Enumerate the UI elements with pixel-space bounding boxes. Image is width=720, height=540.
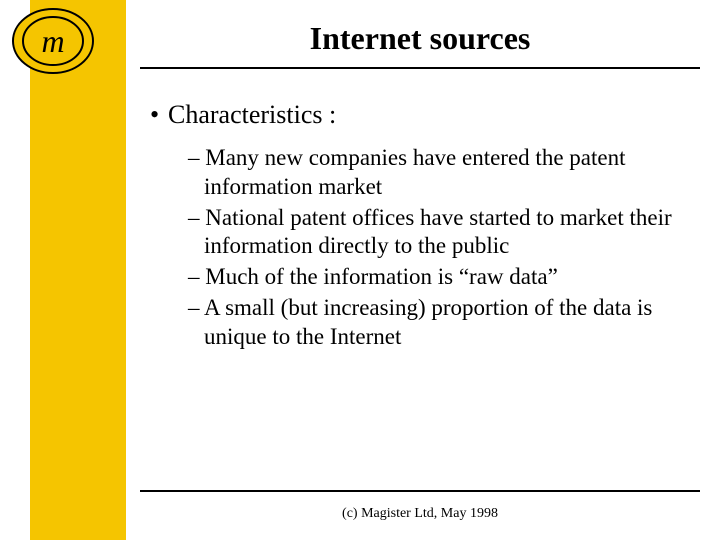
level1-item: •Characteristics : <box>140 100 700 130</box>
level2-item: – Many new companies have entered the pa… <box>188 144 700 202</box>
content-area: •Characteristics : – Many new companies … <box>140 100 700 353</box>
bullet-level2: – <box>188 145 200 170</box>
slide-title: Internet sources <box>140 20 700 57</box>
level2-item: – A small (but increasing) proportion of… <box>188 294 700 352</box>
title-area: Internet sources <box>140 20 700 69</box>
logo-letter: m <box>41 23 64 59</box>
logo: m <box>10 6 96 76</box>
level2-text: Many new companies have entered the pate… <box>204 145 625 199</box>
level2-item: – Much of the information is “raw data” <box>188 263 700 292</box>
level2-text: A small (but increasing) proportion of t… <box>204 295 652 349</box>
level2-item: – National patent offices have started t… <box>188 204 700 262</box>
level2-text: National patent offices have started to … <box>204 205 672 259</box>
bullet-level1: • <box>150 100 168 130</box>
level2-text: Much of the information is “raw data” <box>205 264 558 289</box>
title-rule <box>140 67 700 69</box>
footer-rule <box>140 490 700 492</box>
bullet-level2: – <box>188 205 200 230</box>
bullet-level2: – <box>188 264 200 289</box>
level2-group: – Many new companies have entered the pa… <box>140 144 700 351</box>
footer-text: (c) Magister Ltd, May 1998 <box>140 506 700 522</box>
bullet-level2: – <box>188 295 200 320</box>
sidebar-stripe <box>30 0 126 540</box>
level1-text: Characteristics : <box>168 100 336 129</box>
